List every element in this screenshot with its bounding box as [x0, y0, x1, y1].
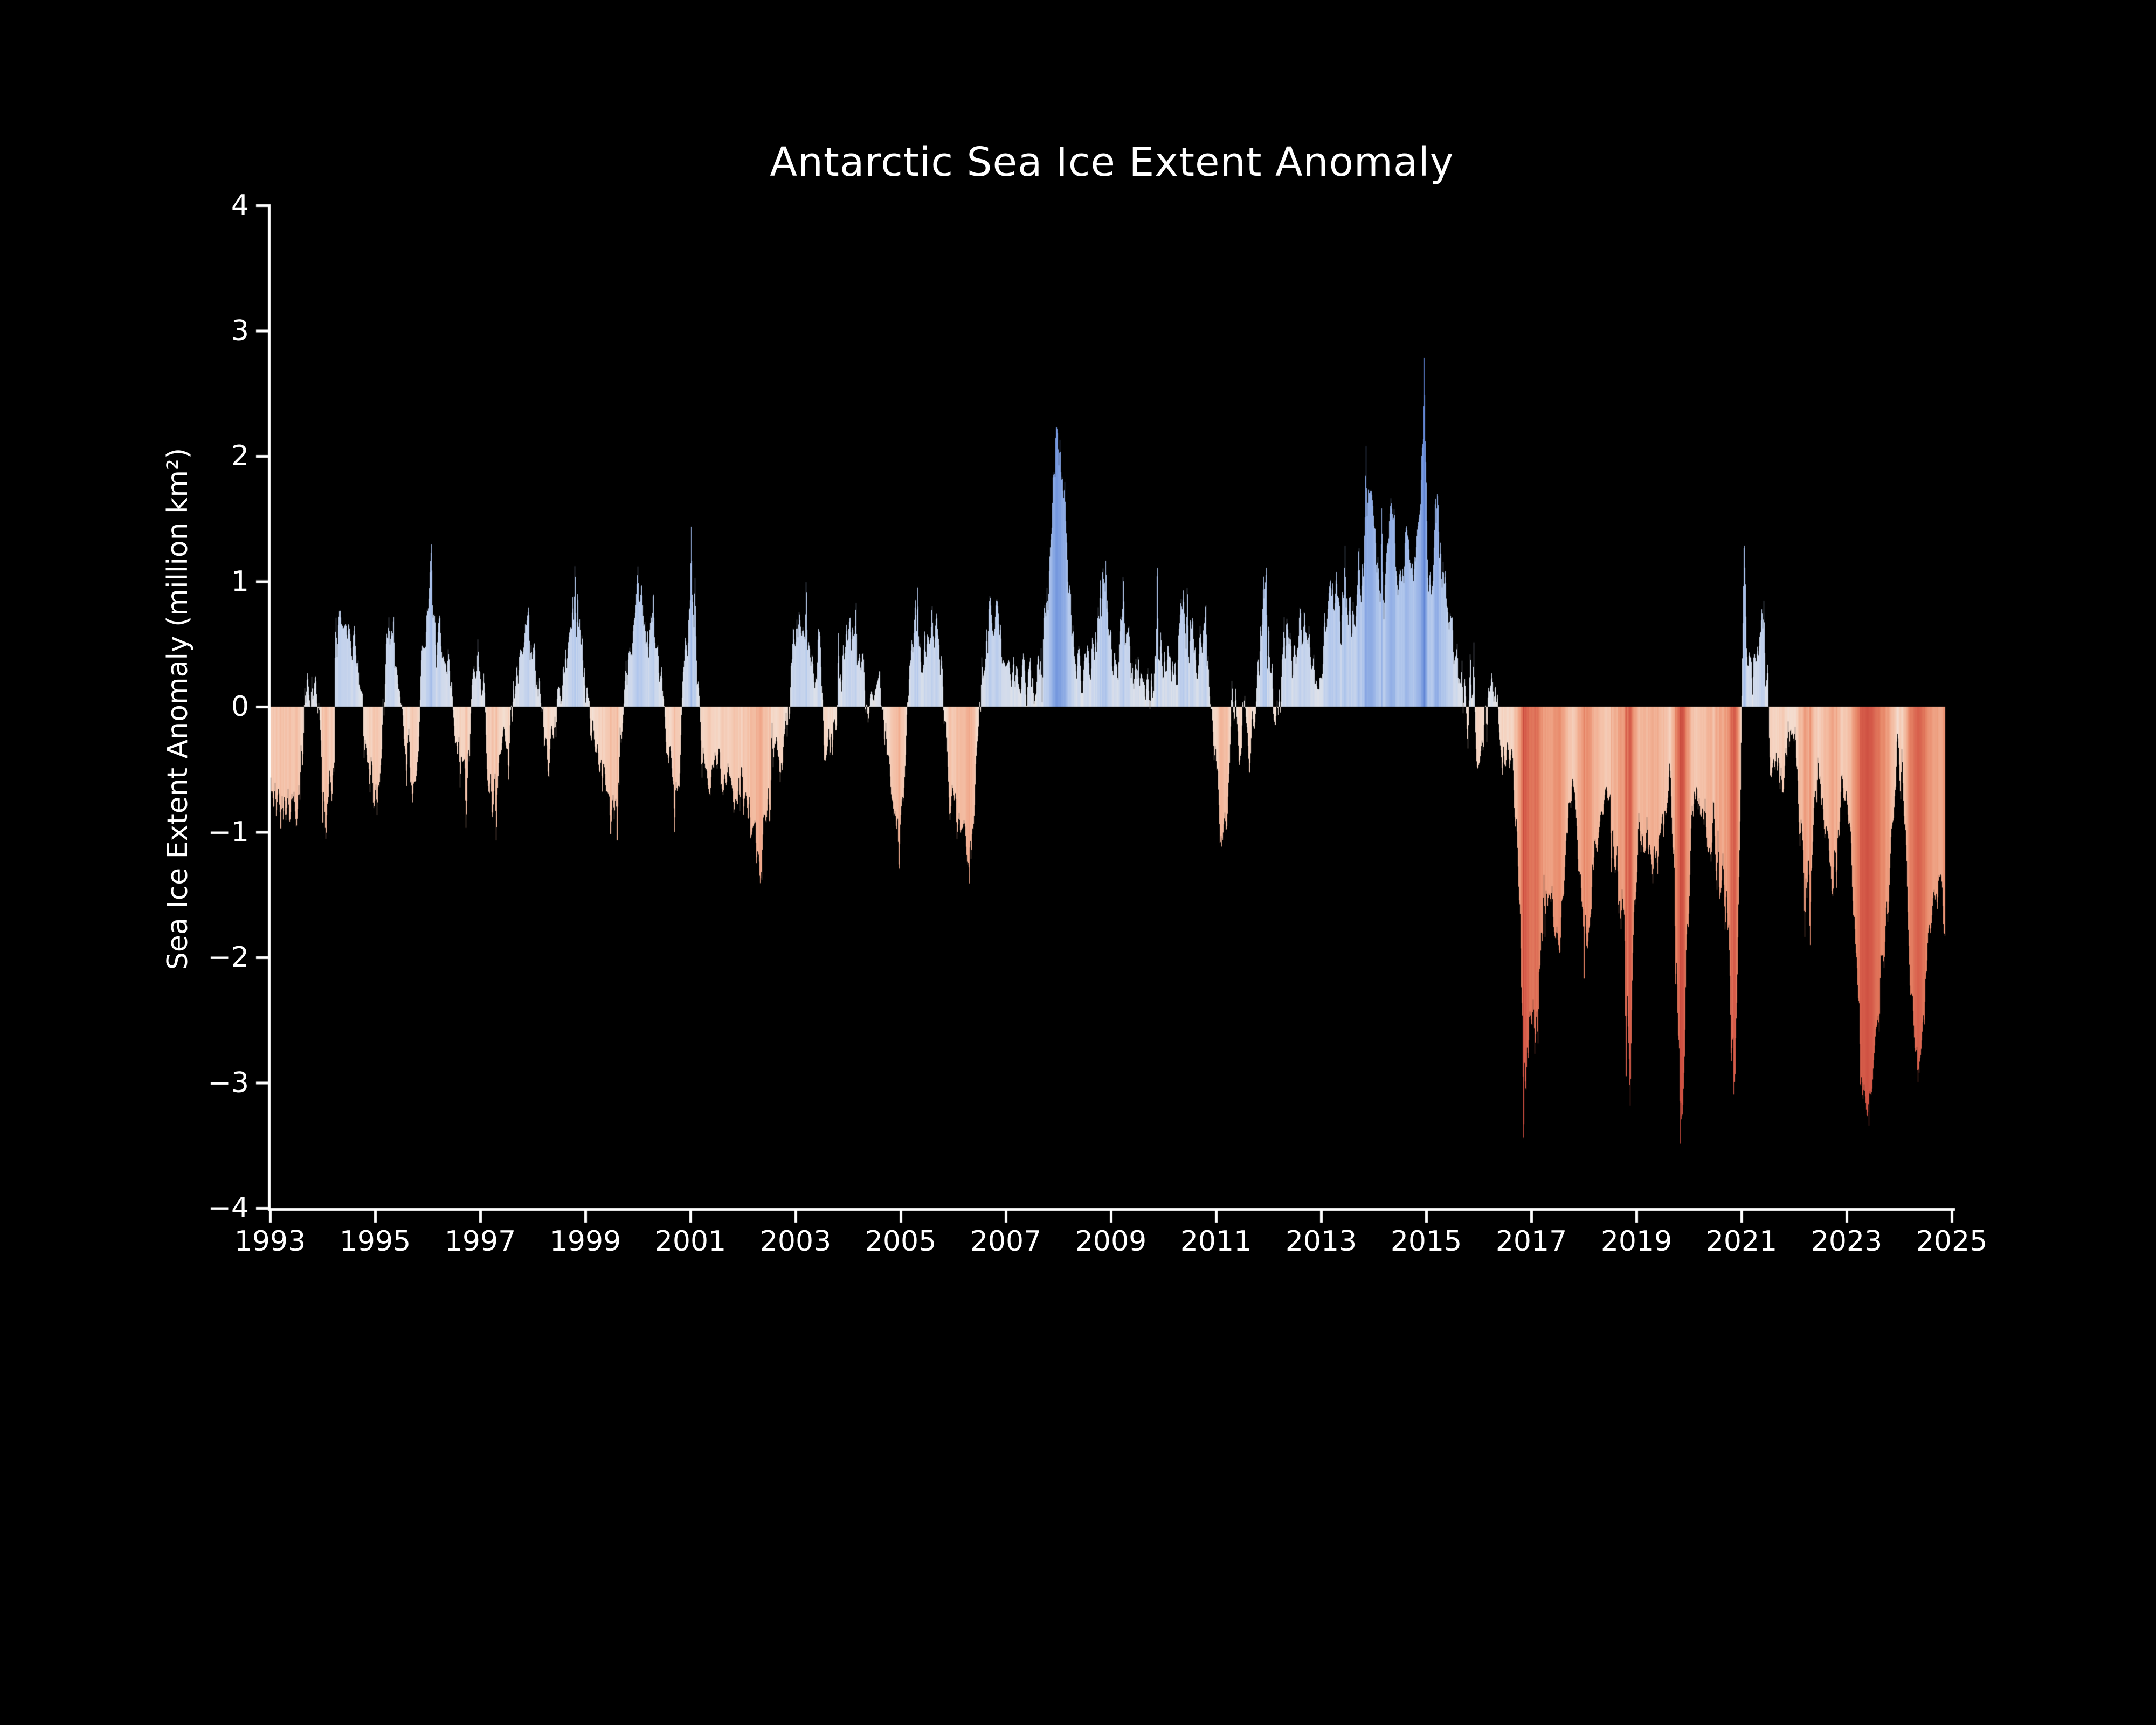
x-tick-label: 2009 — [1075, 1225, 1147, 1258]
x-tick-label: 1993 — [234, 1225, 306, 1258]
y-tick-label: −4 — [208, 1192, 249, 1224]
x-tick-label: 1995 — [339, 1225, 411, 1258]
x-tick-label: 2015 — [1390, 1225, 1462, 1258]
chart-title: Antarctic Sea Ice Extent Anomaly — [770, 139, 1454, 185]
y-tick-label: 1 — [231, 565, 249, 598]
x-tick-label: 2001 — [654, 1225, 727, 1258]
y-tick-label: 3 — [231, 314, 249, 347]
x-tick-label: 2005 — [865, 1225, 937, 1258]
y-tick-label: −2 — [208, 941, 249, 974]
y-tick-label: −3 — [208, 1066, 249, 1099]
y-tick-label: −1 — [208, 816, 249, 848]
x-tick-label: 2007 — [970, 1225, 1042, 1258]
y-tick-label: 2 — [231, 440, 249, 472]
x-tick-label: 2025 — [1916, 1225, 1988, 1258]
y-tick-label: 0 — [231, 691, 249, 723]
x-tick-label: 2019 — [1600, 1225, 1673, 1258]
x-tick-label: 2011 — [1180, 1225, 1252, 1258]
x-tick-label: 1997 — [444, 1225, 516, 1258]
y-tick-label: 4 — [231, 189, 249, 222]
x-tick-label: 2013 — [1285, 1225, 1357, 1258]
x-tick-label: 1999 — [549, 1225, 621, 1258]
x-tick-label: 2021 — [1705, 1225, 1778, 1258]
footer-logos: m MERCATOR OCEAN INTERNATIONAL Copernicu… — [0, 1526, 2156, 1666]
x-tick-label: 2003 — [759, 1225, 832, 1258]
x-tick-label: 2017 — [1495, 1225, 1567, 1258]
x-tick-label: 2023 — [1811, 1225, 1883, 1258]
